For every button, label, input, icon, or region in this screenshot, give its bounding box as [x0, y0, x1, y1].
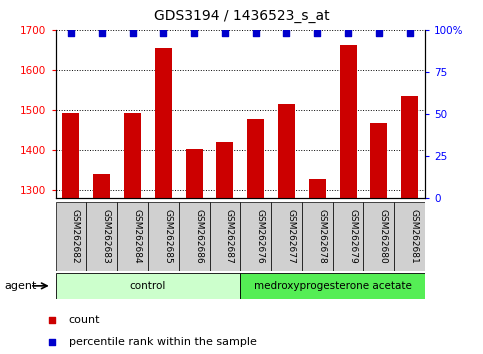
FancyBboxPatch shape — [210, 202, 240, 271]
Bar — [124, 113, 141, 354]
Text: GDS3194 / 1436523_s_at: GDS3194 / 1436523_s_at — [154, 9, 329, 23]
Bar — [185, 149, 202, 354]
Bar — [340, 45, 356, 354]
Bar — [247, 119, 264, 354]
Text: GSM262687: GSM262687 — [225, 209, 234, 264]
Point — [287, 85, 295, 91]
FancyBboxPatch shape — [86, 202, 117, 271]
Point — [252, 30, 259, 35]
FancyBboxPatch shape — [271, 202, 302, 271]
Text: percentile rank within the sample: percentile rank within the sample — [69, 337, 256, 347]
Text: GSM262681: GSM262681 — [410, 209, 419, 264]
Text: agent: agent — [5, 281, 37, 291]
FancyBboxPatch shape — [302, 202, 333, 271]
Bar — [62, 113, 79, 354]
FancyBboxPatch shape — [117, 202, 148, 271]
FancyBboxPatch shape — [56, 202, 86, 271]
Text: GSM262684: GSM262684 — [132, 209, 142, 264]
Point — [344, 30, 352, 35]
Point — [98, 30, 106, 35]
Point — [313, 30, 321, 35]
Point — [128, 30, 136, 35]
Text: control: control — [130, 281, 166, 291]
FancyBboxPatch shape — [56, 273, 241, 299]
Point — [283, 30, 290, 35]
FancyBboxPatch shape — [148, 202, 179, 271]
Bar — [370, 124, 387, 354]
Text: GSM262679: GSM262679 — [348, 209, 357, 264]
Text: GSM262676: GSM262676 — [256, 209, 265, 264]
Bar — [155, 48, 172, 354]
Bar — [216, 142, 233, 354]
Point — [406, 30, 413, 35]
FancyBboxPatch shape — [179, 202, 210, 271]
Text: GSM262686: GSM262686 — [194, 209, 203, 264]
FancyBboxPatch shape — [241, 273, 425, 299]
Point — [375, 30, 383, 35]
FancyBboxPatch shape — [364, 202, 394, 271]
Point — [190, 30, 198, 35]
Text: medroxyprogesterone acetate: medroxyprogesterone acetate — [254, 281, 412, 291]
Bar — [401, 96, 418, 354]
Text: count: count — [69, 315, 100, 325]
Bar — [93, 174, 110, 354]
Bar — [309, 179, 326, 354]
Text: GSM262680: GSM262680 — [379, 209, 388, 264]
Point — [221, 30, 229, 35]
Point — [287, 278, 295, 284]
Point — [159, 30, 167, 35]
FancyBboxPatch shape — [333, 202, 364, 271]
Text: GSM262685: GSM262685 — [163, 209, 172, 264]
Text: GSM262683: GSM262683 — [102, 209, 111, 264]
Text: GSM262677: GSM262677 — [286, 209, 296, 264]
FancyBboxPatch shape — [394, 202, 425, 271]
Text: GSM262678: GSM262678 — [317, 209, 327, 264]
Text: GSM262682: GSM262682 — [71, 209, 80, 264]
Bar — [278, 104, 295, 354]
FancyBboxPatch shape — [240, 202, 271, 271]
Point — [67, 30, 75, 35]
